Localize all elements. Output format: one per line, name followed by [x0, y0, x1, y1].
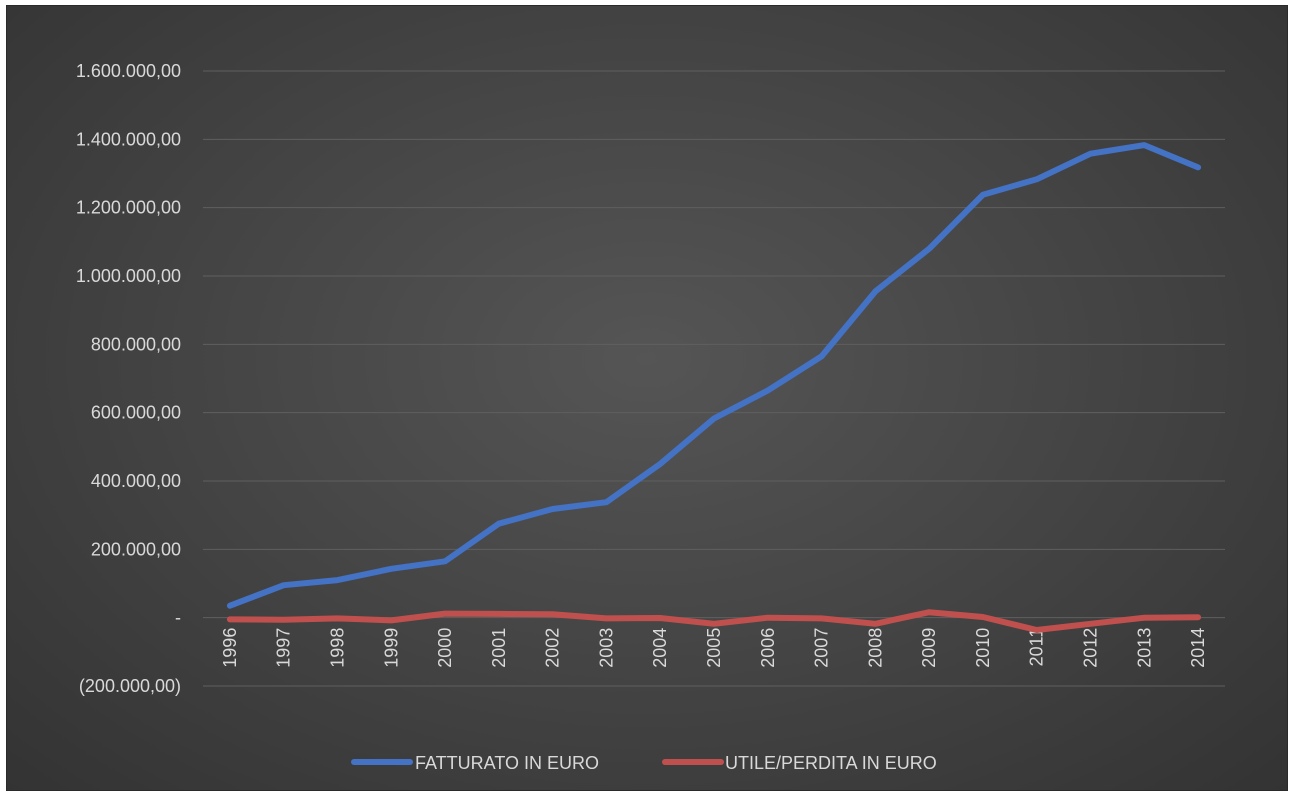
series-line-utile-perdita	[226, 609, 1202, 633]
y-tick-label: 1.400.000,00	[76, 129, 181, 149]
data-point	[819, 353, 825, 359]
y-tick-label: 800.000,00	[91, 334, 181, 354]
data-point	[1195, 164, 1201, 170]
data-point	[334, 577, 340, 583]
data-point	[926, 246, 932, 252]
y-tick-label: 400.000,00	[91, 471, 181, 491]
data-point	[281, 582, 287, 588]
x-tick-label: 2002	[543, 628, 563, 668]
data-point	[872, 288, 878, 294]
data-point	[442, 558, 448, 564]
data-point	[227, 603, 233, 609]
data-point	[657, 615, 663, 621]
line-chart: 1.600.000,00 1.400.000,00 1.200.000,00 1.00…	[76, 61, 1225, 773]
y-tick-label: 1.600.000,00	[76, 61, 181, 81]
data-point	[388, 566, 394, 572]
y-tick-label: 1.200.000,00	[76, 198, 181, 218]
data-point	[1141, 615, 1147, 621]
data-point	[496, 611, 502, 617]
x-tick-label: 2011	[1027, 628, 1047, 667]
x-tick-label: 2010	[973, 628, 993, 668]
data-point	[980, 192, 986, 198]
x-tick-label: 2006	[758, 628, 778, 668]
y-tick-label: 1.000.000,00	[76, 266, 181, 286]
x-tick-label: 2001	[489, 628, 509, 668]
y-tick-label: (200.000,00)	[79, 676, 181, 696]
legend-label: UTILE/PERDITA IN EURO	[725, 753, 937, 773]
y-tick-label: -	[175, 608, 181, 628]
data-point	[657, 461, 663, 467]
data-point	[1088, 621, 1094, 627]
x-tick-label: 2012	[1081, 628, 1101, 668]
data-point	[442, 611, 448, 617]
data-point	[926, 609, 932, 615]
data-point	[765, 387, 771, 393]
data-point	[872, 621, 878, 627]
data-point	[819, 615, 825, 621]
x-tick-label: 2005	[704, 628, 724, 668]
x-tick-label: 2013	[1134, 628, 1154, 668]
data-point	[334, 615, 340, 621]
x-tick-label: 2003	[596, 628, 616, 668]
x-tick-label: 2007	[812, 628, 832, 668]
y-tick-label: 200.000,00	[91, 539, 181, 559]
data-point	[388, 617, 394, 623]
data-point	[1034, 176, 1040, 182]
x-tick-label: 2004	[650, 628, 670, 668]
data-point	[711, 621, 717, 627]
data-point	[980, 614, 986, 620]
data-point	[227, 616, 233, 622]
x-tick-label: 1997	[274, 628, 294, 668]
x-tick-label: 1996	[220, 628, 240, 668]
data-point	[603, 615, 609, 621]
y-tick-label: 600.000,00	[91, 403, 181, 423]
data-point	[281, 617, 287, 623]
data-point	[1195, 614, 1201, 620]
data-point	[1088, 151, 1094, 157]
x-tick-label: 1998	[327, 628, 347, 668]
data-point	[765, 615, 771, 621]
data-point	[603, 499, 609, 505]
data-point	[550, 611, 556, 617]
data-point	[1141, 142, 1147, 148]
legend-label: FATTURATO IN EURO	[415, 753, 599, 773]
x-tick-label: 1999	[381, 628, 401, 668]
x-tick-label: 2014	[1188, 628, 1208, 668]
x-tick-label: 2000	[435, 628, 455, 668]
x-tick-label: 2008	[865, 628, 885, 668]
chart-frame: 1.600.000,00 1.400.000,00 1.200.000,00 1.00…	[6, 5, 1288, 791]
series-line-fatturato	[226, 142, 1202, 609]
data-point	[1034, 627, 1040, 633]
data-point	[496, 521, 502, 527]
x-tick-label: 2009	[919, 628, 939, 668]
data-point	[550, 506, 556, 512]
data-point	[711, 415, 717, 421]
